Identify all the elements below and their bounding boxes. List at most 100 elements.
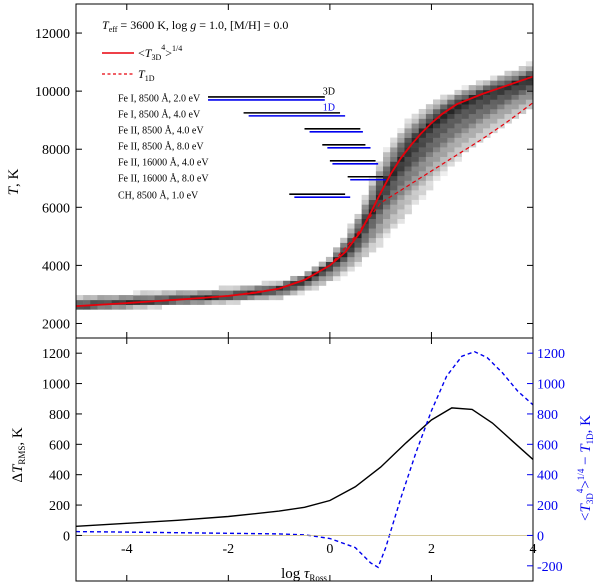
density-cell (454, 113, 462, 119)
density-cell (190, 295, 198, 301)
top-y-axis-label: T, K (6, 169, 22, 196)
density-cell (425, 132, 434, 138)
bottom-left-y-tick-label: 800 (49, 408, 70, 423)
density-cell (304, 285, 312, 291)
density-cell (383, 204, 391, 210)
density-cell (275, 290, 284, 296)
density-cell (361, 199, 370, 205)
density-cell (461, 85, 470, 91)
density-cell (518, 85, 527, 91)
density-cell (483, 118, 491, 124)
formation-bar-label: Fe II, 8500 Å, 4.0 eV (118, 124, 204, 136)
density-cell (375, 185, 384, 191)
bottom-left-y-tick-label: 400 (49, 469, 70, 484)
density-cell (454, 99, 462, 105)
density-cell (475, 89, 484, 95)
density-cell (433, 108, 441, 115)
density-cell (454, 142, 462, 148)
density-cell (490, 85, 498, 91)
density-cell (354, 247, 362, 253)
density-cell (454, 147, 462, 153)
density-cell (461, 104, 470, 110)
density-cell (375, 223, 384, 229)
density-cell (404, 137, 412, 143)
density-cell (525, 70, 533, 76)
density-cell (197, 299, 205, 305)
density-cell (325, 256, 334, 262)
density-cell (425, 108, 434, 115)
top-ticks: 2000 4000 6000 8000 10000 12000 (35, 4, 534, 338)
density-cell (511, 85, 520, 91)
density-cell (447, 161, 455, 167)
density-cell (190, 299, 198, 305)
density-cell (418, 128, 427, 134)
density-cell (397, 175, 405, 181)
density-cell (183, 290, 191, 296)
density-cell (433, 137, 441, 143)
density-cell (490, 94, 498, 100)
density-cell (504, 113, 512, 119)
density-cell (261, 290, 270, 296)
bottom-right-y-tick-label: 800 (537, 408, 558, 423)
density-cell (390, 223, 398, 229)
density-cell (397, 171, 405, 177)
density-cell (218, 295, 227, 301)
density-cell (133, 295, 141, 301)
density-cell (518, 66, 527, 72)
density-cell (383, 223, 391, 229)
density-cell (411, 185, 420, 191)
density-cell (383, 228, 391, 234)
density-cell (440, 128, 448, 134)
density-cell (454, 137, 462, 143)
density-cell (425, 156, 434, 162)
density-cell (440, 108, 448, 115)
density-cell (168, 290, 177, 296)
density-cell (525, 66, 533, 72)
density-cell (325, 271, 334, 277)
density-cell (354, 252, 362, 258)
top-y-tick-label: 10000 (35, 85, 70, 100)
density-cell (347, 228, 355, 234)
density-cell (483, 128, 491, 134)
density-cell (268, 285, 277, 291)
legend-label-3d: <T3D4>1/4 (138, 43, 182, 62)
density-cell (475, 99, 484, 105)
density-cell (525, 85, 533, 91)
density-cell (411, 156, 420, 162)
density-cell (404, 175, 412, 181)
density-cell (454, 94, 462, 100)
density-cell (397, 161, 405, 167)
density-cell (390, 209, 398, 215)
density-cell (368, 204, 377, 210)
density-cell (211, 299, 220, 305)
density-cell (404, 180, 412, 186)
density-cell (425, 166, 434, 172)
density-cell (311, 266, 320, 272)
density-cell (433, 99, 441, 105)
density-cell (518, 108, 527, 115)
density-cell (468, 123, 477, 129)
density-cell (383, 194, 391, 200)
density-cell (411, 132, 420, 138)
density-cell (447, 108, 455, 115)
density-cell (461, 113, 470, 119)
density-cell (468, 85, 477, 91)
density-cell (140, 304, 148, 310)
density-cell (397, 132, 405, 138)
density-cell (418, 108, 427, 115)
density-cell (368, 242, 377, 248)
bottom-right-y-tick-label: 0 (537, 529, 544, 544)
density-cell (525, 61, 533, 67)
density-cell (418, 147, 427, 153)
density-cell (325, 261, 334, 267)
density-cell (468, 118, 477, 124)
density-cell (497, 89, 505, 95)
density-cell (390, 218, 398, 224)
density-cell (233, 285, 241, 291)
density-cell (461, 89, 470, 95)
density-cell (297, 280, 305, 286)
density-cell (383, 175, 391, 181)
density-cell (475, 104, 484, 110)
density-cell (397, 218, 405, 224)
density-cell (468, 113, 477, 119)
